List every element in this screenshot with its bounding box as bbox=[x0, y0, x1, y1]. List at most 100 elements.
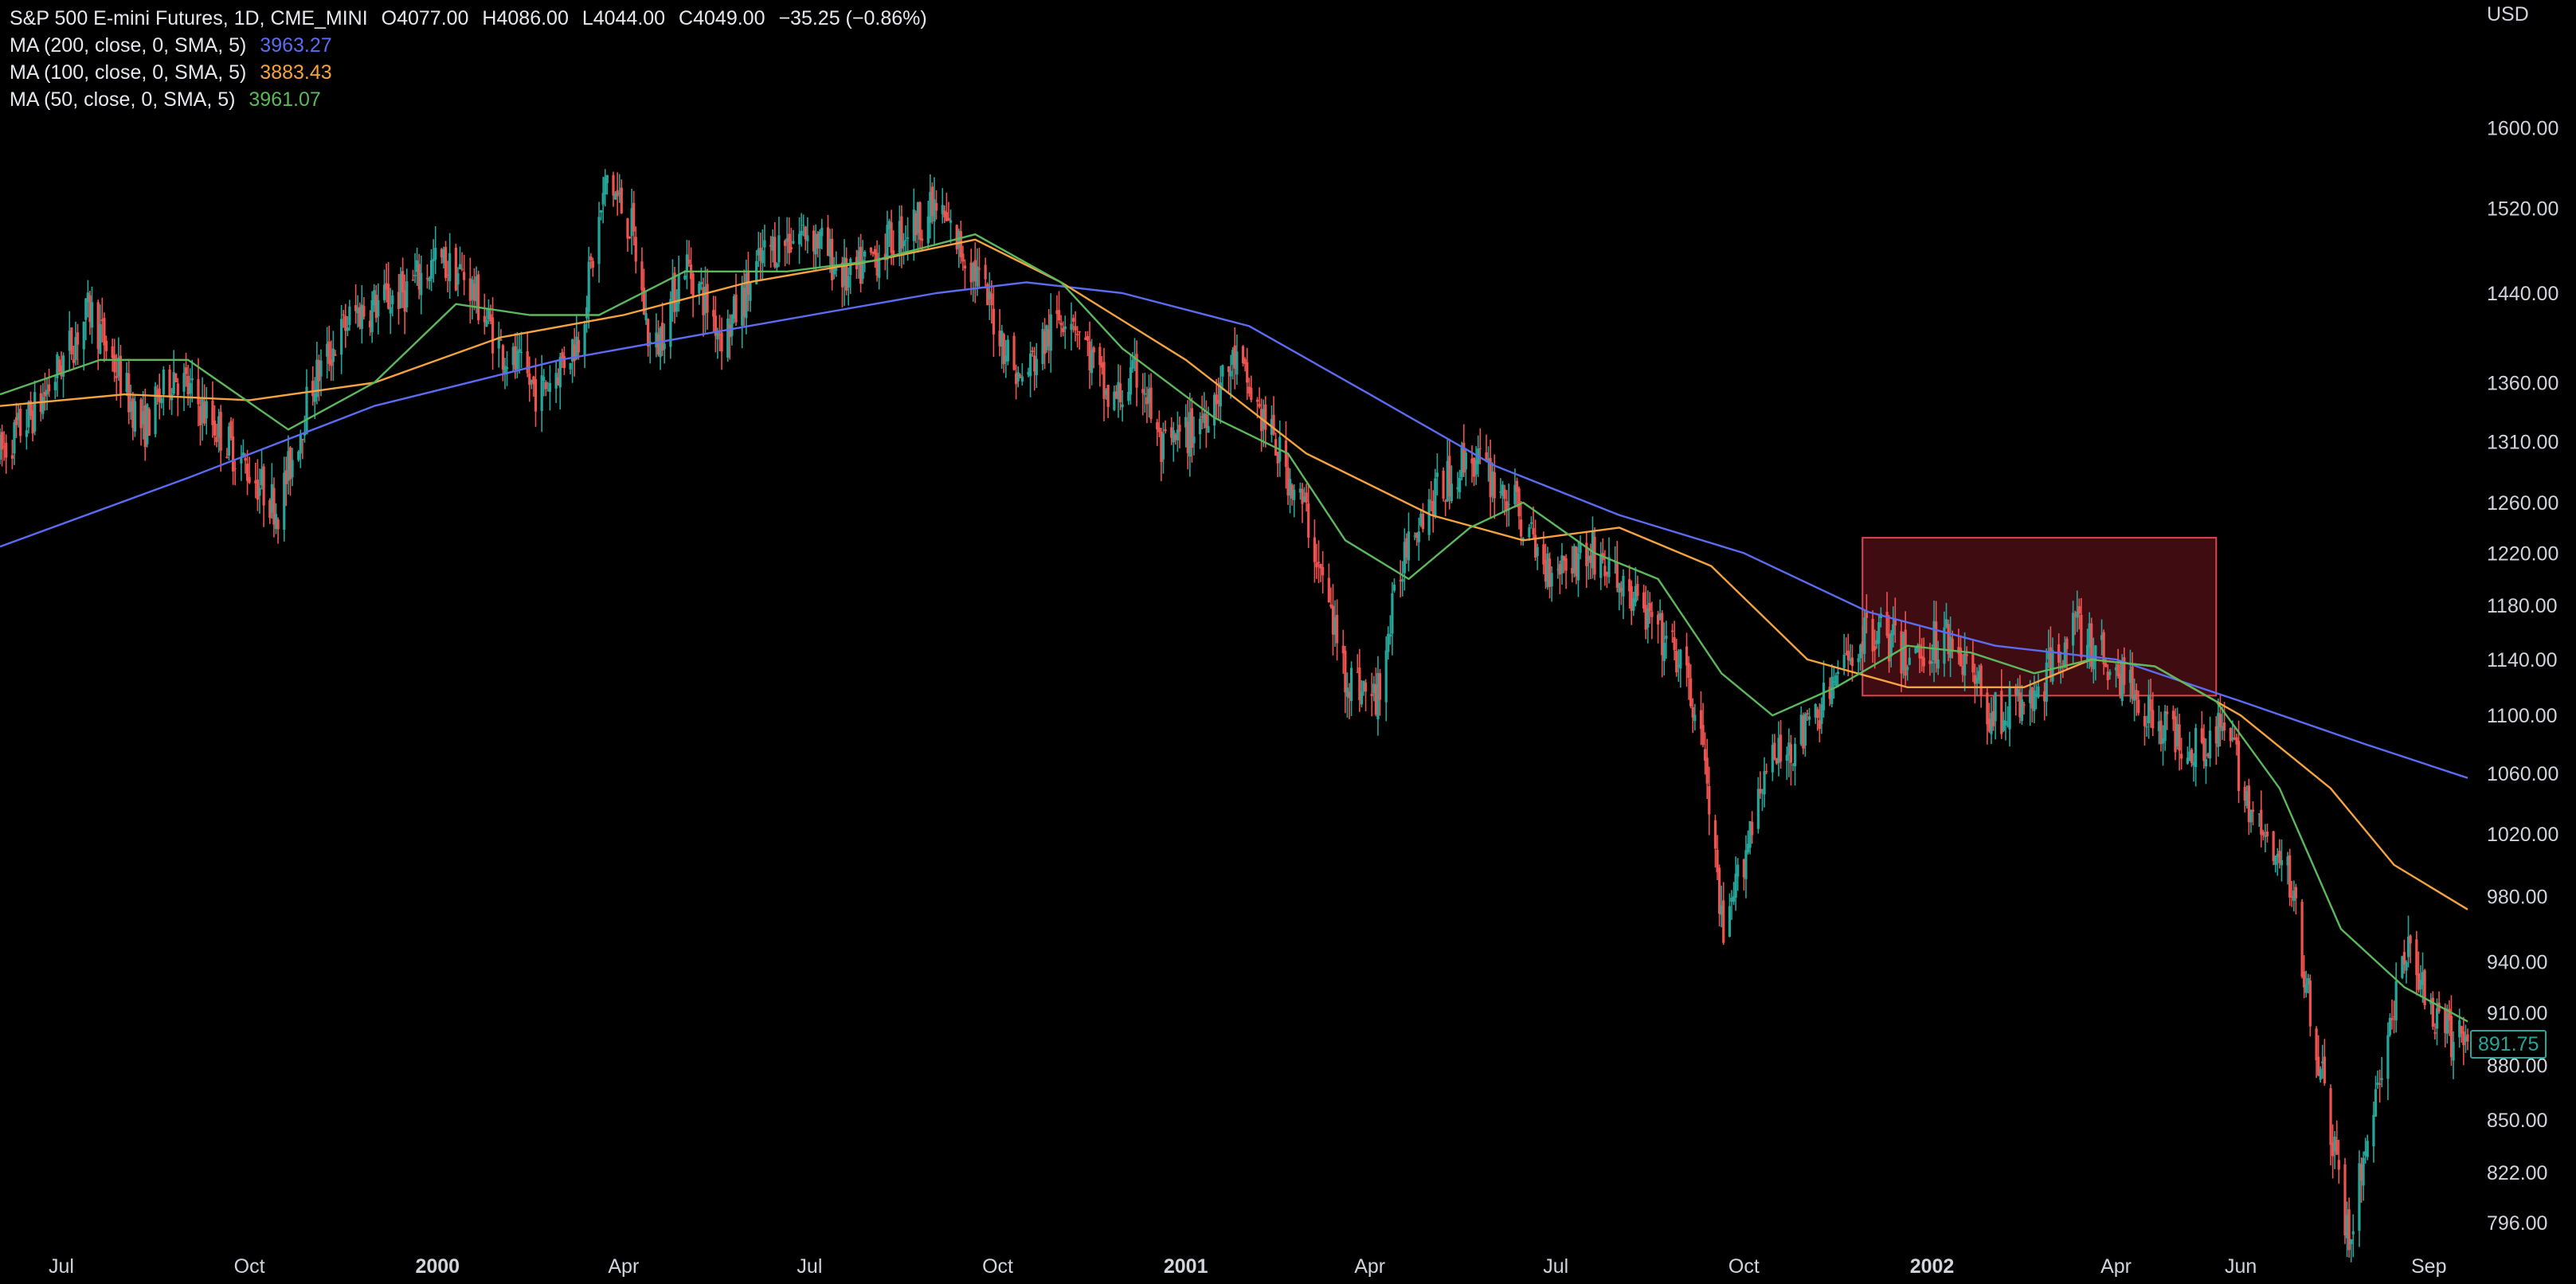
candle bbox=[1331, 584, 1335, 656]
candle bbox=[1785, 746, 1788, 781]
candle bbox=[1391, 581, 1394, 656]
candle bbox=[511, 343, 515, 372]
candle-body bbox=[1315, 562, 1318, 568]
candle bbox=[835, 251, 838, 277]
candle-body bbox=[785, 238, 789, 242]
candle bbox=[2331, 1124, 2335, 1179]
candle bbox=[139, 397, 143, 446]
candle-body bbox=[2319, 1068, 2322, 1080]
candle-body bbox=[714, 315, 717, 336]
candle-body bbox=[1599, 554, 1603, 578]
candle-body bbox=[244, 458, 247, 461]
candle bbox=[1564, 554, 1568, 589]
indicator-ma200[interactable]: MA (200, close, 0, SMA, 5) 3963.27 bbox=[10, 32, 927, 59]
candle bbox=[2460, 1025, 2463, 1043]
candle-body bbox=[429, 260, 433, 279]
candle-body bbox=[562, 356, 566, 369]
candle-body bbox=[201, 398, 204, 423]
price-axis[interactable]: USD1600.001520.001440.001360.001310.0012… bbox=[2469, 0, 2576, 1284]
candle-body bbox=[1233, 345, 1236, 369]
symbol-row[interactable]: S&P 500 E-mini Futures, 1D, CME_MINI O40… bbox=[10, 5, 927, 32]
candle-body bbox=[399, 273, 402, 308]
candle bbox=[1507, 483, 1510, 527]
candle bbox=[454, 243, 457, 292]
candle-body bbox=[88, 295, 92, 323]
candle-body bbox=[2180, 754, 2183, 759]
candle-body bbox=[360, 304, 363, 329]
candle bbox=[1241, 345, 1245, 366]
candle-body bbox=[1227, 366, 1231, 372]
candle-body bbox=[287, 451, 290, 481]
candle-body bbox=[1464, 452, 1467, 470]
candle-body bbox=[497, 336, 500, 349]
candle bbox=[205, 386, 208, 435]
time-axis[interactable]: Jul Oct 2000 Apr Jul Oct 2001 Apr Jul Oct 2002 Apr J… bbox=[49, 1255, 2446, 1278]
candle bbox=[546, 382, 550, 392]
candle bbox=[1744, 835, 1748, 898]
ma-line-2 bbox=[0, 233, 2468, 1023]
candle bbox=[346, 315, 349, 337]
candle bbox=[1458, 469, 1462, 499]
candle-body bbox=[1773, 742, 1776, 759]
price-axis-bg bbox=[2469, 0, 2576, 1284]
candle-body bbox=[1301, 489, 1304, 504]
candle bbox=[1460, 441, 1463, 481]
candle bbox=[291, 448, 294, 487]
candle-body bbox=[2143, 715, 2147, 726]
candle-body bbox=[1562, 556, 1566, 561]
candle-body bbox=[428, 277, 431, 282]
candle-body bbox=[1448, 456, 1451, 497]
candle bbox=[2337, 1140, 2340, 1184]
candle-body bbox=[1360, 691, 1364, 705]
candle bbox=[1250, 375, 1253, 403]
candle-body bbox=[503, 366, 507, 374]
candle-body bbox=[2433, 1032, 2437, 1034]
candle-body bbox=[442, 249, 445, 264]
candle bbox=[655, 313, 658, 358]
candle bbox=[2286, 851, 2289, 885]
candle-body bbox=[1677, 664, 1680, 667]
candle bbox=[1118, 365, 1122, 411]
candle-body bbox=[2245, 791, 2249, 806]
candle-body bbox=[1472, 457, 1476, 477]
candle-body bbox=[1255, 399, 1259, 402]
indicator-ma100[interactable]: MA (100, close, 0, SMA, 5) 3883.43 bbox=[10, 59, 927, 86]
candle-body bbox=[528, 373, 531, 386]
candle bbox=[184, 352, 188, 387]
candle-body bbox=[1994, 692, 1997, 722]
candle-body bbox=[14, 417, 18, 425]
candle-body bbox=[1576, 554, 1580, 581]
candle-body bbox=[2163, 711, 2167, 742]
candle bbox=[1759, 771, 1762, 799]
candle-body bbox=[1973, 675, 1977, 684]
candle bbox=[802, 214, 805, 237]
candle-body bbox=[2272, 831, 2275, 862]
candle-body bbox=[299, 434, 302, 454]
candle-body bbox=[2034, 694, 2038, 697]
candle-body bbox=[986, 284, 989, 306]
candle bbox=[1258, 387, 1261, 409]
candle bbox=[2448, 1000, 2451, 1036]
candle bbox=[1932, 601, 1936, 683]
candle-body bbox=[491, 317, 495, 354]
candle bbox=[497, 321, 500, 368]
candle-body bbox=[241, 452, 245, 456]
candle bbox=[2249, 809, 2253, 833]
candle-body bbox=[2051, 650, 2054, 682]
candle bbox=[1642, 585, 1646, 613]
candle-body bbox=[1078, 331, 1081, 333]
indicator-ma50[interactable]: MA (50, close, 0, SMA, 5) 3961.07 bbox=[10, 86, 927, 113]
candle bbox=[1658, 599, 1662, 621]
candle bbox=[1188, 393, 1192, 477]
candle bbox=[1047, 308, 1051, 364]
candle-body bbox=[1172, 430, 1175, 443]
candle-body bbox=[460, 268, 464, 270]
candle bbox=[1517, 486, 1521, 530]
candle-body bbox=[1217, 400, 1220, 404]
candle bbox=[988, 272, 991, 320]
candle bbox=[540, 354, 543, 433]
candle-body bbox=[1720, 905, 1723, 915]
candle bbox=[2437, 991, 2441, 1014]
candle-body bbox=[232, 436, 235, 472]
